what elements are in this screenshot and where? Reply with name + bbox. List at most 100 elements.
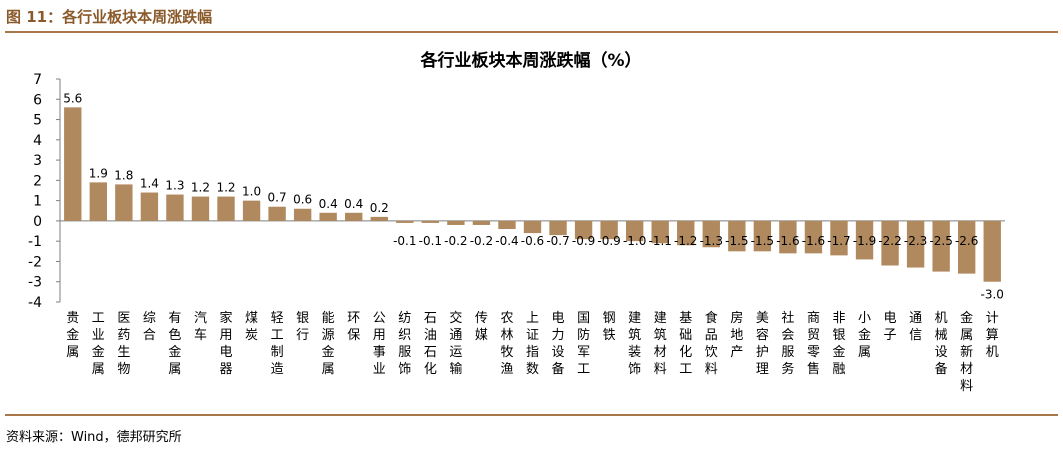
category-label: 有色金属 [168, 311, 181, 377]
y-tick-label: -3 [28, 275, 42, 291]
data-label: -0.9 [597, 234, 620, 248]
y-tick-label: 5 [33, 113, 42, 129]
data-label: -0.7 [546, 234, 569, 248]
y-tick-label: -4 [28, 295, 42, 311]
chart-title: 各行业板块本周涨跌幅（%） [419, 50, 641, 71]
bar [242, 200, 261, 221]
data-label: -0.1 [393, 234, 416, 248]
category-label: 纺织服饰 [398, 311, 411, 377]
bar [140, 192, 159, 221]
bar [472, 220, 491, 225]
y-tick-label: -2 [28, 254, 42, 270]
data-label: -2.5 [929, 234, 952, 248]
bar [523, 220, 542, 234]
bottom-divider [5, 414, 1058, 416]
bar [728, 220, 746, 252]
bar [268, 206, 286, 221]
category-label: 综合 [143, 311, 156, 343]
top-divider [5, 31, 1058, 33]
bar [166, 194, 184, 221]
category-label: 银行 [296, 311, 309, 343]
bar [855, 220, 874, 260]
data-label: 5.6 [63, 91, 82, 105]
bar [958, 220, 976, 274]
category-labels: 贵金属工业金属医药生物综合有色金属汽车家用电器煤炭轻工制造银行能源金属环保公用事… [66, 310, 998, 394]
bar [319, 212, 337, 221]
bar [421, 220, 440, 223]
category-label: 机械设备 [935, 311, 948, 377]
data-label: -0.9 [572, 234, 595, 248]
data-label: -2.3 [904, 234, 927, 248]
data-label: -3.0 [981, 288, 1004, 302]
figure-title: 图 11：各行业板块本周涨跌幅 [6, 8, 213, 26]
category-label: 汽车 [194, 311, 207, 343]
y-tick-label: 3 [33, 153, 42, 169]
data-label: -1.1 [648, 234, 671, 248]
data-label: -0.1 [419, 234, 442, 248]
bar [370, 216, 388, 221]
bar [625, 220, 644, 242]
data-label: 0.6 [293, 193, 312, 207]
category-label: 环保 [347, 311, 360, 343]
category-label: 金属新材料 [960, 310, 973, 394]
category-label: 小金属 [858, 311, 871, 360]
category-label: 基础化工 [679, 311, 692, 377]
data-label: -2.6 [955, 234, 978, 248]
category-label: 家用电器 [220, 310, 233, 377]
bar [345, 212, 363, 221]
data-label: 1.9 [89, 166, 108, 180]
data-label: 0.4 [344, 197, 363, 211]
bar [89, 182, 107, 221]
category-label: 农林牧渔 [500, 311, 513, 377]
category-label: 医药生物 [117, 311, 130, 377]
category-label: 石油石化 [424, 311, 437, 377]
category-label: 食品饮料 [705, 310, 718, 377]
bar [447, 220, 465, 225]
data-labels: 5.6 1.9 1.8 1.4 1.3 1.2 1.2 1.0 0.7 0.6 0.4 0.4 0.2 -… [63, 91, 1004, 301]
bar [115, 184, 133, 221]
category-label: 社会服务 [781, 310, 794, 377]
bar [753, 220, 772, 252]
category-label: 交通运输 [449, 310, 462, 377]
bar [293, 208, 312, 221]
y-tick-label: -1 [28, 234, 42, 250]
data-label: 0.7 [268, 191, 287, 205]
y-tick-label: 1 [33, 194, 42, 210]
data-label: -1.6 [802, 234, 825, 248]
category-label: 能源金属 [322, 311, 335, 377]
data-label: -1.6 [776, 234, 799, 248]
category-label: 商贸零售 [807, 311, 820, 377]
bars [64, 107, 1001, 282]
bar [677, 220, 695, 246]
bar [881, 220, 899, 266]
data-label: -0.2 [444, 234, 467, 248]
category-label: 非银金融 [832, 311, 845, 377]
category-label: 传媒 [475, 311, 488, 343]
data-label: 0.2 [370, 201, 389, 215]
bar [779, 220, 797, 254]
category-label: 电子 [884, 311, 897, 343]
category-label: 房地产 [730, 310, 743, 360]
data-label: -1.5 [751, 234, 774, 248]
category-label: 建筑材料 [654, 311, 667, 377]
bar [191, 196, 210, 221]
data-label: -0.6 [521, 234, 544, 248]
category-label: 工业金属 [92, 311, 105, 377]
bar [983, 220, 1001, 282]
data-label: 1.2 [191, 181, 210, 195]
bar [702, 220, 720, 248]
category-label: 轻工制造 [271, 311, 284, 377]
y-tick-label: 4 [33, 133, 42, 149]
bar [906, 220, 925, 268]
data-label: -1.2 [674, 234, 697, 248]
category-label: 建筑装饰 [628, 311, 641, 377]
y-tick-label: 6 [33, 92, 42, 108]
y-tick-label: 0 [33, 214, 42, 230]
y-axis: 7 6 5 4 3 2 1 0 -1 -2 -3 -4 [28, 72, 61, 311]
data-label: -1.0 [623, 234, 646, 248]
bar [217, 196, 235, 221]
data-label: -1.3 [700, 234, 723, 248]
category-label: 国防军工 [577, 311, 590, 377]
bar [498, 220, 516, 230]
category-label: 电力设备 [552, 311, 565, 377]
